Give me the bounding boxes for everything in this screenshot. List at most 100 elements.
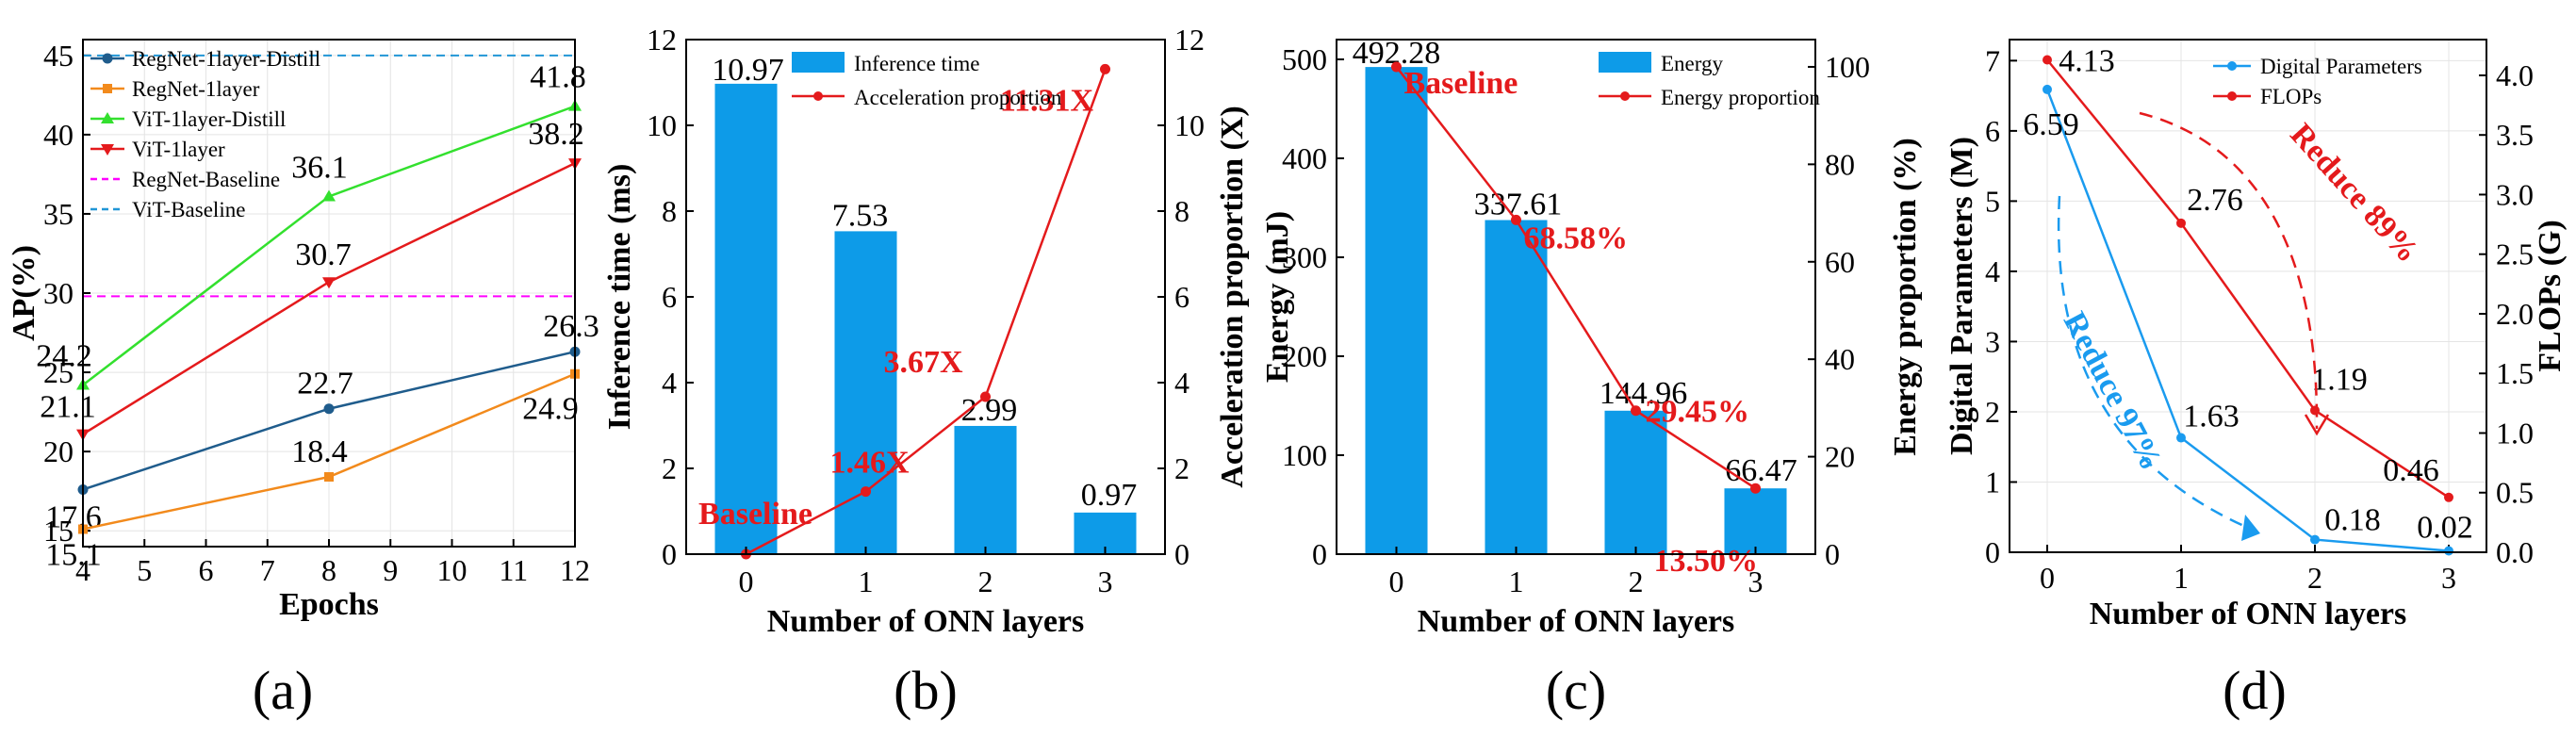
x-tick-label: 2 xyxy=(2307,561,2322,595)
data-label: 15.1 xyxy=(45,538,102,573)
y2-tick-label: 12 xyxy=(1174,23,1205,57)
legend-label: ViT-1layer-Distill xyxy=(132,107,286,131)
data-label: 24.9 xyxy=(522,392,579,427)
x-tick-label: 8 xyxy=(321,553,336,587)
line-value-label: 29.45% xyxy=(1646,395,1750,430)
y-tick-label: 400 xyxy=(1282,141,1327,175)
reduce-89-arrowhead xyxy=(2304,414,2330,436)
bar-value-label: 10.97 xyxy=(712,53,784,88)
data-label: 1.63 xyxy=(2183,400,2240,434)
y-tick-label: 4 xyxy=(1985,254,2000,288)
series-line xyxy=(2046,58,2450,499)
y2-tick-label: 8 xyxy=(1174,194,1190,228)
data-label: 4.13 xyxy=(2059,44,2115,79)
y2-tick-label: 1.0 xyxy=(2496,416,2534,450)
data-point xyxy=(2043,55,2052,65)
data-label: 0.18 xyxy=(2324,503,2381,538)
legend-label: Inference time xyxy=(854,52,979,75)
y-tick-label: 5 xyxy=(1985,184,2000,218)
x-tick-label: 5 xyxy=(137,553,152,587)
x-tick-label: 0 xyxy=(2040,561,2055,595)
legend-label: FLOPs xyxy=(2260,85,2322,108)
y-tick-label: 0 xyxy=(1312,537,1327,571)
legend-label: Digital Parameters xyxy=(2260,55,2422,78)
x-tick-label: 3 xyxy=(1748,565,1764,598)
data-point xyxy=(2444,492,2453,502)
data-label: 0.46 xyxy=(2383,453,2439,488)
bar xyxy=(714,83,778,555)
y2-tick-label: 0.5 xyxy=(2496,476,2534,510)
legend-label: RegNet-1layer-Distill xyxy=(132,47,320,71)
legend-swatch xyxy=(1599,52,1651,73)
data-point xyxy=(323,403,335,415)
data-label: 41.8 xyxy=(530,60,586,95)
y2-tick-label: 0 xyxy=(1174,537,1190,571)
bar xyxy=(1604,410,1667,554)
reduce-97-arrow xyxy=(2057,195,2249,530)
bar-value-label: 7.53 xyxy=(832,198,889,233)
y2-tick-label: 100 xyxy=(1825,50,1870,84)
y-tick-label: 15 xyxy=(43,514,74,548)
plot-frame xyxy=(1336,39,1816,555)
data-label: 30.7 xyxy=(295,237,352,272)
y-tick-label: 6 xyxy=(1985,114,2000,148)
x-tick-label: 4 xyxy=(75,553,90,587)
plot-frame xyxy=(2009,39,2487,553)
x-tick-label: 0 xyxy=(1389,565,1404,598)
x-tick-label: 1 xyxy=(859,565,874,598)
y-tick-label: 200 xyxy=(1282,339,1327,373)
chart-panel-c: 492.28337.61144.9666.47Baseline68.58%29.… xyxy=(1260,36,1923,721)
plot-frame xyxy=(82,39,576,548)
data-label: 6.59 xyxy=(2023,107,2079,142)
data-point xyxy=(1511,214,1521,225)
y2-axis-label: Acceleration proportion (X) xyxy=(1215,106,1250,487)
y-tick-label: 8 xyxy=(662,194,677,228)
data-label: 0.02 xyxy=(2417,511,2473,546)
y2-tick-label: 3.0 xyxy=(2496,177,2534,211)
y-tick-label: 6 xyxy=(662,280,677,314)
legend-label: RegNet-1layer xyxy=(132,77,260,101)
reduce-89-label: Reduce 89% xyxy=(2283,117,2425,270)
y2-tick-label: 2 xyxy=(1174,451,1190,485)
data-label: 18.4 xyxy=(291,434,348,469)
legend: Digital Parameters FLOPs xyxy=(2213,55,2422,108)
legend: Energy Energy proportion xyxy=(1599,52,1820,109)
y-axis-label: AP(%) xyxy=(7,245,41,341)
legend-label: Energy xyxy=(1661,52,1724,75)
y-tick-label: 35 xyxy=(43,197,74,231)
line-value-label: 3.67X xyxy=(883,345,963,380)
y2-tick-label: 6 xyxy=(1174,280,1190,314)
y-tick-label: 20 xyxy=(43,434,74,468)
y2-tick-label: 4.0 xyxy=(2496,58,2534,92)
reduce-97-label: Reduce 97% xyxy=(2057,306,2169,476)
y2-tick-label: 3.5 xyxy=(2496,118,2534,152)
line-value-label: Baseline xyxy=(1404,66,1518,101)
x-tick-label: 0 xyxy=(739,565,754,598)
x-tick-label: 3 xyxy=(1098,565,1113,598)
x-axis-label: Epochs xyxy=(279,587,379,622)
y-tick-label: 45 xyxy=(43,39,74,73)
panel-label: (a) xyxy=(253,660,313,721)
legend-marker xyxy=(1620,91,1630,101)
legend-marker xyxy=(813,91,823,101)
y-tick-label: 100 xyxy=(1282,438,1327,472)
reduce-89-arrow xyxy=(2139,111,2319,430)
x-tick-label: 12 xyxy=(560,553,590,587)
series-regnet-1layer: 15.1 18.4 24.9 xyxy=(45,368,580,573)
y-tick-label: 4 xyxy=(662,366,677,400)
y-tick-label: 12 xyxy=(647,23,677,57)
data-point xyxy=(1750,483,1761,494)
data-point xyxy=(861,486,871,498)
y2-tick-label: 40 xyxy=(1825,342,1855,376)
legend-marker xyxy=(2227,61,2237,71)
line-value-label: Baseline xyxy=(698,497,812,532)
plot-frame xyxy=(685,39,1166,555)
data-label: 26.3 xyxy=(543,309,599,344)
data-label: 2.76 xyxy=(2187,183,2243,218)
y-tick-label: 2 xyxy=(662,451,677,485)
y2-tick-label: 1.5 xyxy=(2496,356,2534,390)
line-value-label: 11.31X xyxy=(1000,83,1094,118)
legend: RegNet-1layer-Distill RegNet-1layer ViT-1l… xyxy=(90,47,320,221)
y-axis-label: Inference time (ms) xyxy=(602,164,637,431)
